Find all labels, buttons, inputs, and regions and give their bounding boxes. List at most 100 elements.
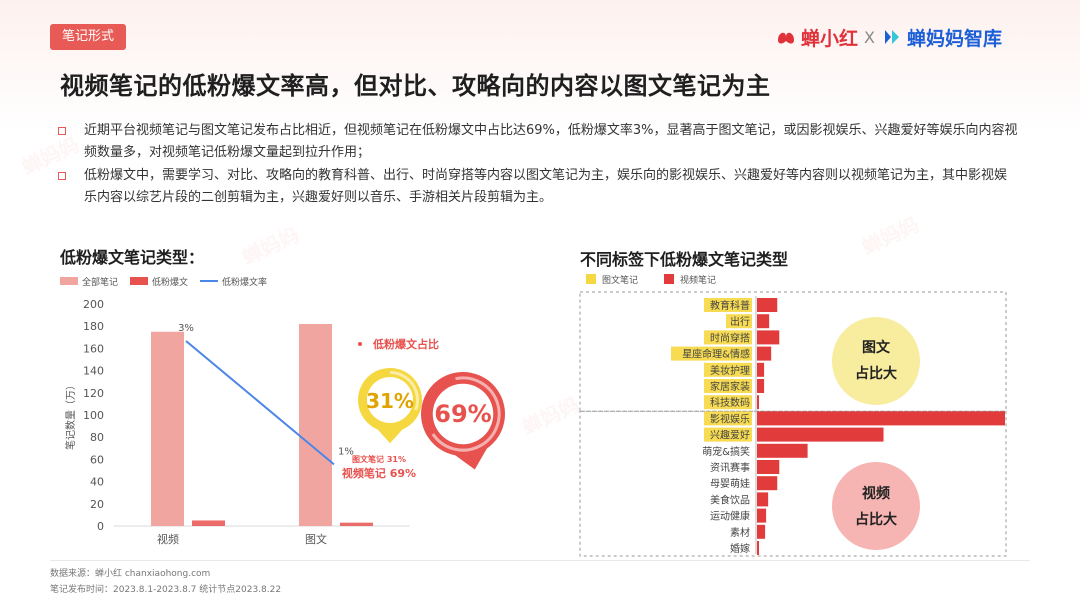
logo-chanxiaohong: 蝉小红 (801, 27, 859, 50)
badge-value-image: 31% (366, 389, 414, 413)
x-tick-label: 图文 (305, 532, 327, 546)
y-tick-label: 80 (90, 431, 104, 444)
category-label: 科技数码 (710, 396, 750, 409)
y-tick-label: 160 (83, 342, 104, 355)
badge-inner (366, 376, 414, 424)
category-highlight (726, 314, 752, 329)
category-label: 美妆护理 (710, 364, 750, 377)
y-tick-label: 180 (83, 320, 104, 333)
bar (757, 298, 778, 312)
bar (757, 330, 780, 345)
category-label: 萌宠&搞笑 (702, 445, 750, 458)
y-axis-label: 笔记数量（万） (64, 380, 77, 450)
y-tick-label: 100 (83, 409, 104, 422)
watermark: 蝉妈妈 (518, 392, 583, 440)
footer-divider (50, 560, 1030, 561)
callout-image-line2: 占比大 (855, 365, 897, 382)
badge-arc (431, 376, 501, 452)
y-tick-label: 0 (97, 520, 104, 533)
rate-data-label: 1% (338, 446, 354, 457)
bullet-text: 近期平台视频笔记与图文笔记发布占比相近，但视频笔记在低粉爆文中占比达69%，低粉… (84, 123, 1018, 160)
category-label: 素材 (730, 526, 750, 539)
badge-title: 低粉爆文占比 (372, 337, 439, 351)
rate-line (185, 340, 335, 466)
image-group-box (579, 291, 1007, 412)
x-tick-label: 视频 (157, 532, 179, 546)
bar (757, 508, 767, 523)
category-label: 兴趣爱好 (710, 429, 750, 442)
bar (757, 346, 772, 361)
callout-video-line1: 视频 (862, 485, 890, 502)
badge-inner (432, 383, 494, 445)
callout-video-line2: 占比大 (855, 511, 897, 528)
category-label: 星座命理&情感 (682, 348, 750, 361)
y-tick-label: 60 (90, 453, 104, 466)
chanxiaohong-logo-icon (778, 32, 794, 44)
bar-all-notes (299, 323, 332, 526)
bar (757, 476, 778, 491)
rate-data-label: 3% (178, 323, 194, 334)
bar (757, 411, 1005, 426)
badge-legend-video: 视频笔记 69% (342, 466, 416, 480)
bar (757, 427, 884, 442)
right-chart-title: 不同标签下低粉爆文笔记类型 (580, 250, 789, 269)
footer-source: 数据来源：蝉小红 chanxiaohong.com (50, 569, 211, 579)
legend-swatch (130, 277, 148, 285)
bar-viral-notes (192, 520, 225, 526)
callout-video-circle (832, 462, 920, 550)
badge-video-notes (421, 372, 505, 470)
share-badges-chart: 低粉爆文占比 31% 69% 图文笔记 31% 视频笔记 69% (342, 337, 505, 480)
bar-all-notes (151, 331, 184, 526)
left-chart-title: 低粉爆文笔记类型： (60, 248, 205, 267)
category-label: 运动健康 (710, 510, 750, 523)
callout-image-line1: 图文 (862, 339, 891, 356)
category-label: 婚嫁 (730, 542, 750, 555)
section-tag: 笔记形式 (50, 24, 126, 50)
y-tick-label: 120 (83, 387, 104, 400)
category-highlight (704, 411, 752, 426)
category-highlight (671, 346, 752, 361)
category-label: 时尚穿搭 (710, 331, 750, 344)
callout-image-circle (832, 317, 920, 405)
category-highlight (704, 427, 752, 442)
legend-label: 全部笔记 (82, 276, 118, 288)
badge-arc (389, 370, 419, 411)
bullet-item: 低粉爆文中，需要学习、对比、攻略向的教育科普、出行、时尚穿搭等内容以图文笔记为主… (58, 165, 1018, 209)
category-highlight (704, 395, 752, 410)
category-highlight (704, 330, 752, 345)
bar (757, 395, 760, 410)
legend-swatch (664, 274, 674, 284)
bar (757, 314, 770, 329)
logo-x: X (864, 27, 875, 47)
category-label: 影视娱乐 (710, 412, 750, 425)
footer-period: 笔记发布时间：2023.8.1-2023.8.7 统计节点2023.8.22 (50, 585, 282, 595)
bullet-list: 近期平台视频笔记与图文笔记发布占比相近，但视频笔记在低粉爆文中占比达69%，低粉… (58, 120, 1018, 210)
y-tick-label: 40 (90, 476, 104, 489)
y-tick-label: 200 (83, 298, 104, 311)
badge-value-video: 69% (434, 400, 491, 428)
legend-label: 低粉爆文率 (222, 276, 267, 288)
legend-label: 低粉爆文 (152, 276, 188, 288)
legend-label: 视频笔记 (680, 274, 716, 286)
legend-label: 图文笔记 (602, 274, 638, 286)
brand-logos: 蝉小红 X 蝉妈妈智库 (775, 22, 1002, 52)
bullet-square-icon (58, 172, 66, 180)
footer: 数据来源：蝉小红 chanxiaohong.com 笔记发布时间：2023.8.… (50, 566, 281, 598)
legend-swatch (586, 274, 596, 284)
bar (757, 541, 760, 555)
legend-swatch (60, 277, 78, 285)
watermark: 蝉妈妈 (238, 222, 303, 270)
category-label: 美食饮品 (710, 493, 750, 506)
y-tick-label: 140 (83, 365, 104, 378)
chanmama-logo-icon (884, 30, 899, 44)
notes-type-combo-chart: 全部笔记 低粉爆文 低粉爆文率 0 20 40 60 80 100 120 140 160 180 200… (60, 276, 410, 546)
bar (757, 460, 780, 474)
tag-note-type-bar-chart: 图文笔记 视频笔记教育科普出行时尚穿搭星座命理&情感美妆护理家居家装科技数码影视娱… (579, 274, 1007, 557)
category-highlight (704, 362, 752, 377)
video-group-box (579, 410, 1007, 557)
watermark: 蝉妈妈 (858, 212, 923, 260)
bar (757, 362, 765, 377)
category-highlight (704, 379, 752, 393)
badge-image-notes (358, 368, 422, 444)
category-label: 母婴萌娃 (710, 477, 750, 490)
